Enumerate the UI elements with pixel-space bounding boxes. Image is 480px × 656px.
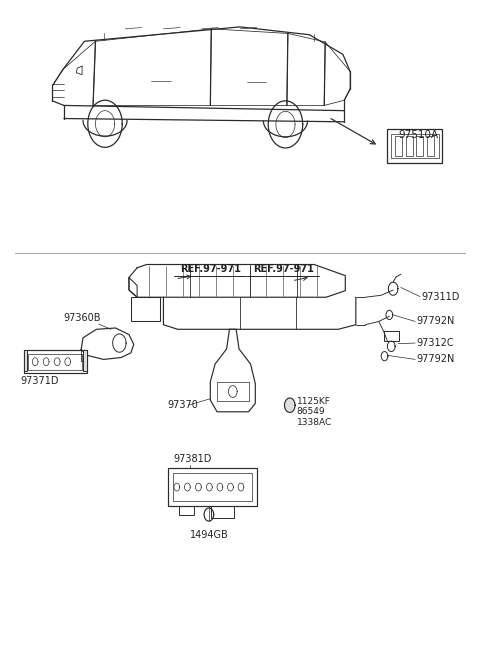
Text: REF.97-971: REF.97-971 — [252, 264, 313, 274]
Text: 1338AC: 1338AC — [297, 418, 332, 427]
Bar — [83, 350, 87, 371]
Bar — [427, 136, 434, 157]
Bar — [384, 331, 399, 341]
Text: 1125KF: 1125KF — [297, 397, 330, 406]
Bar — [406, 136, 413, 157]
Bar — [24, 350, 87, 373]
Text: 97381D: 97381D — [173, 453, 211, 464]
Text: 97312C: 97312C — [416, 338, 454, 348]
Text: REF.97-971: REF.97-971 — [180, 264, 241, 274]
Bar — [416, 136, 423, 157]
Text: 97792N: 97792N — [416, 354, 455, 365]
Text: 97360B: 97360B — [63, 313, 101, 323]
Text: 97510A: 97510A — [398, 130, 438, 140]
Bar — [179, 506, 194, 515]
Bar — [28, 354, 82, 370]
Bar — [173, 474, 252, 501]
Text: 86549: 86549 — [297, 407, 325, 417]
Bar — [387, 129, 443, 163]
Text: 97371D: 97371D — [21, 376, 59, 386]
Bar — [391, 134, 439, 159]
Bar — [24, 350, 27, 371]
Text: 97370: 97370 — [167, 400, 198, 410]
Text: 97792N: 97792N — [416, 316, 455, 327]
Polygon shape — [285, 398, 295, 413]
Text: 97311D: 97311D — [421, 291, 459, 302]
Bar — [211, 506, 234, 518]
Bar — [131, 297, 159, 321]
Text: 1494GB: 1494GB — [190, 529, 228, 540]
Bar — [168, 468, 257, 506]
Bar — [395, 136, 402, 157]
